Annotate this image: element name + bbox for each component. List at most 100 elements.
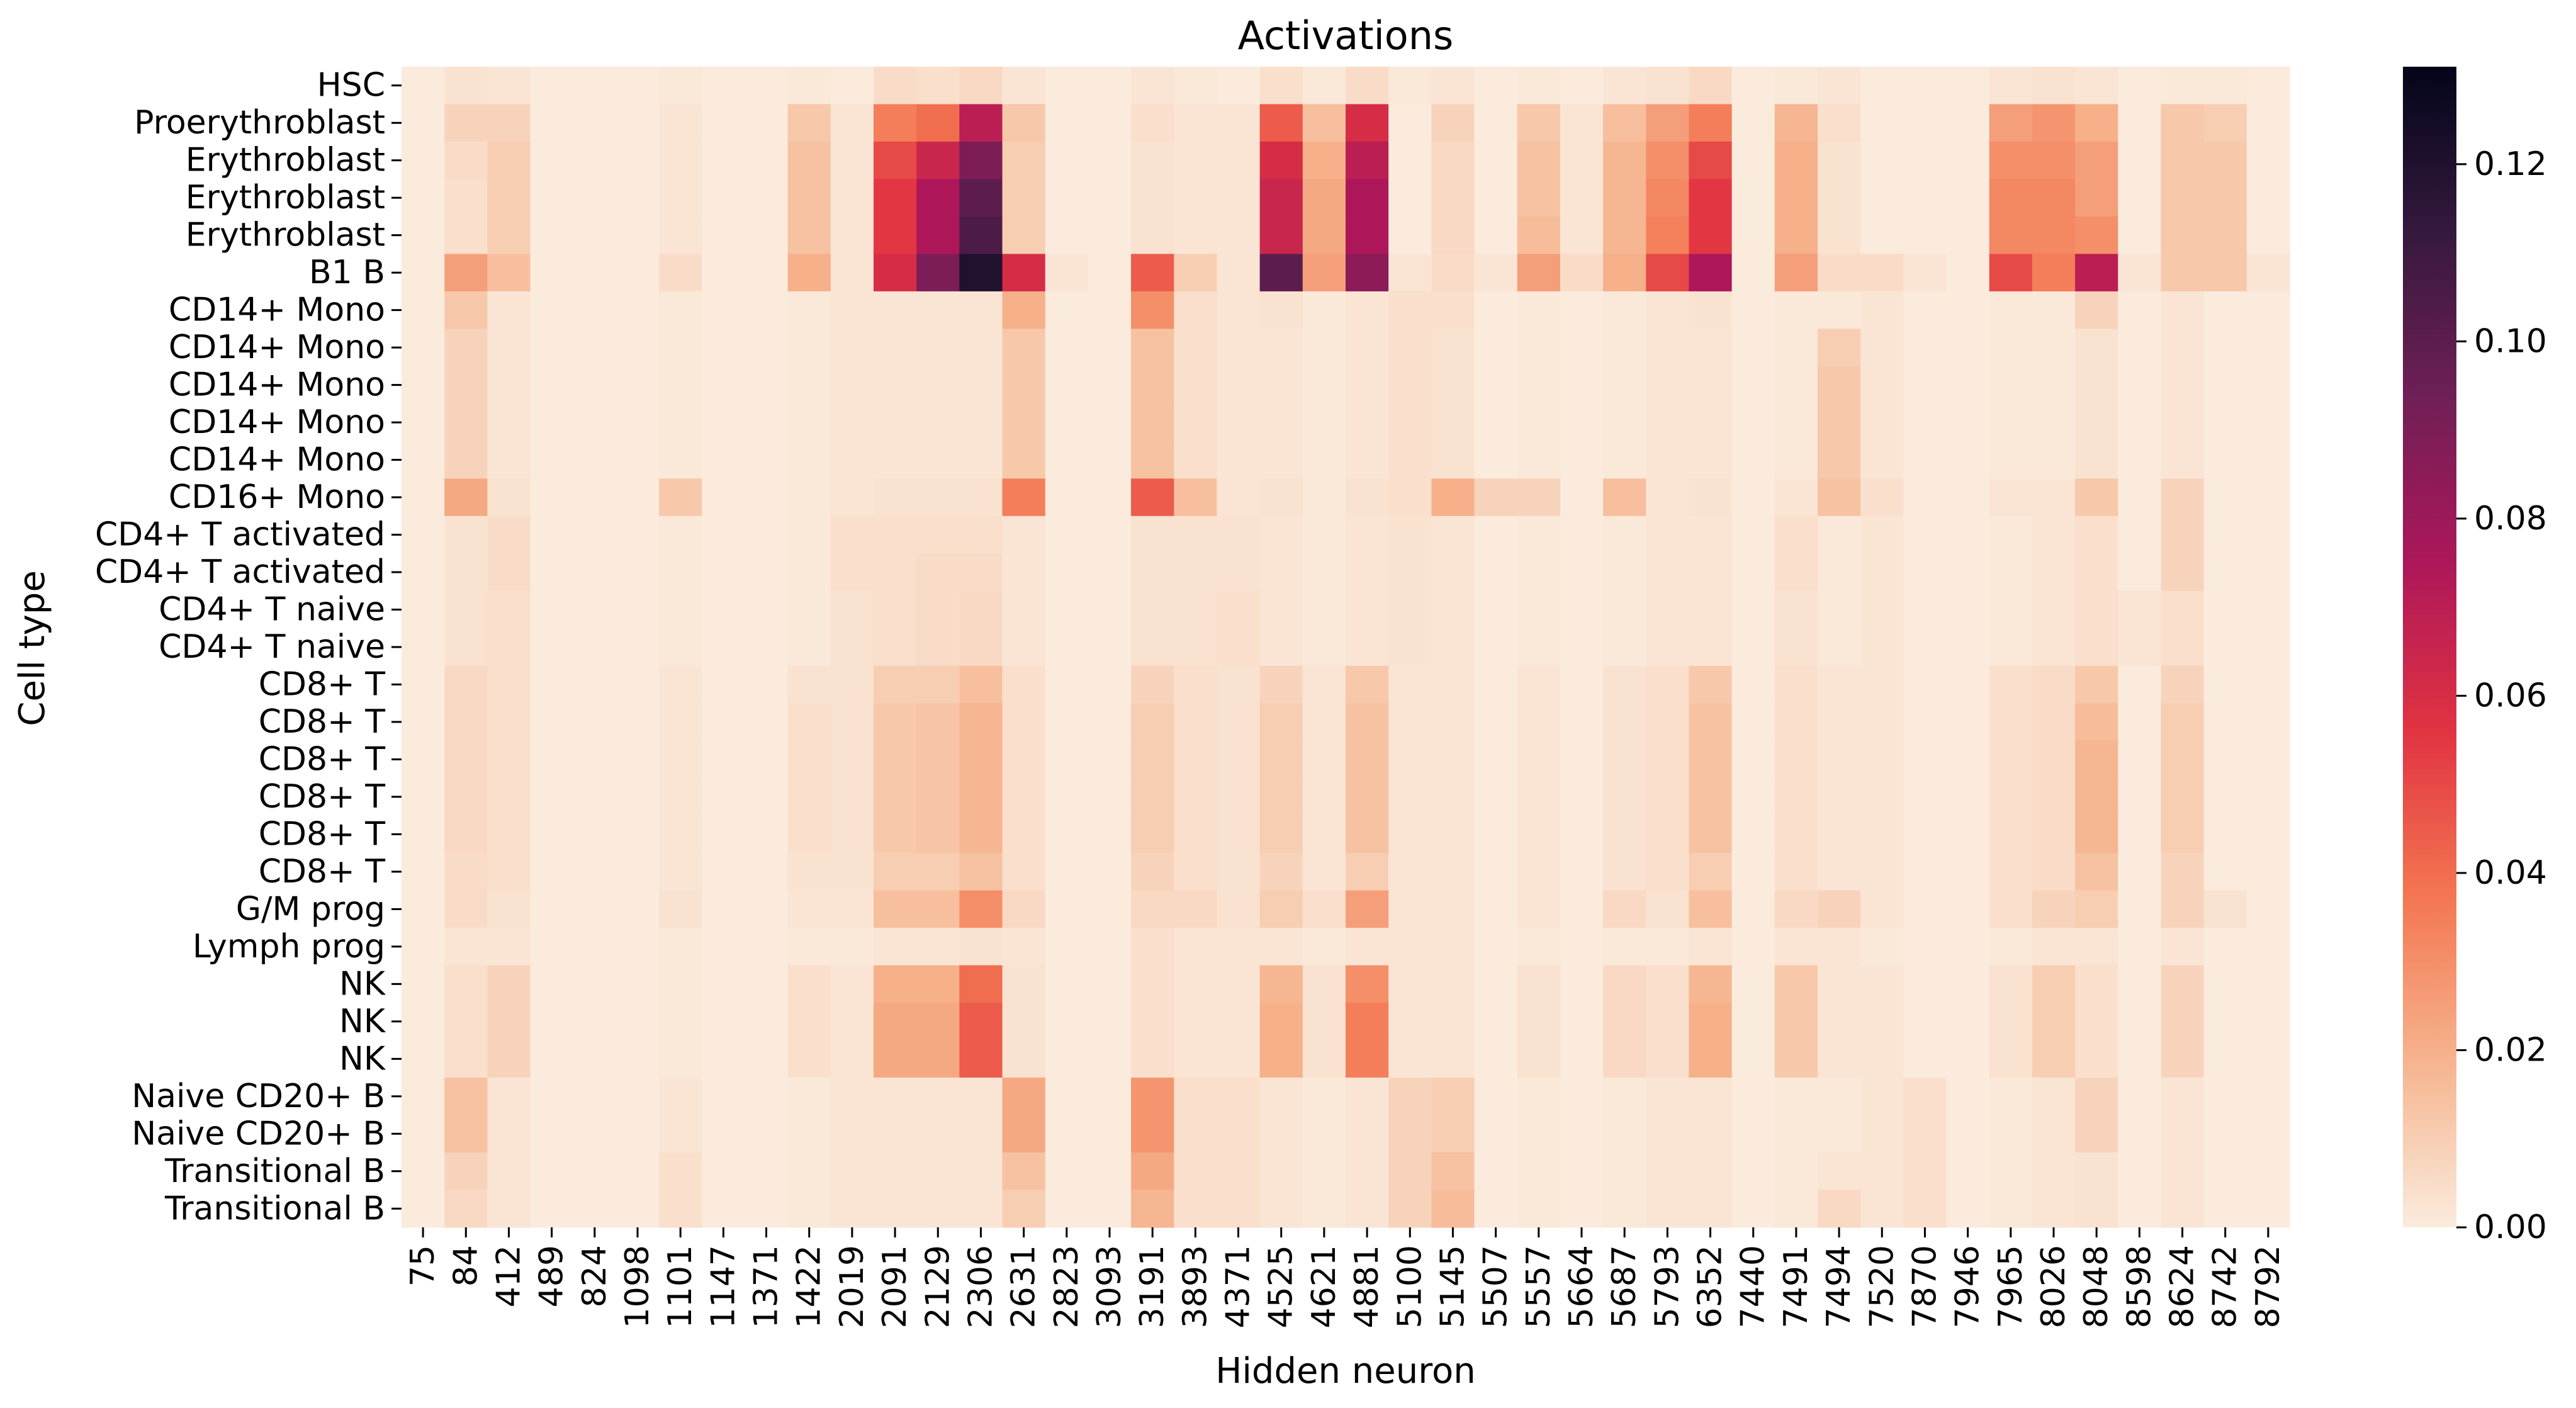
heatmap-cell (1774, 179, 1818, 217)
heatmap-cell (2032, 478, 2076, 517)
heatmap-cell (874, 740, 917, 779)
heatmap-cell (1731, 478, 1775, 517)
heatmap-cell (2075, 815, 2118, 853)
heatmap-cell (2203, 441, 2247, 479)
heatmap-cell (659, 291, 702, 329)
heatmap-cell (402, 478, 445, 517)
heatmap-cell (1302, 890, 1346, 928)
heatmap-cell (2032, 67, 2076, 105)
heatmap-cell (2203, 928, 2247, 966)
heatmap-cell (1388, 1003, 1432, 1041)
heatmap-cell (1818, 778, 1861, 816)
heatmap-cell (402, 1115, 445, 1153)
heatmap-cell (616, 890, 660, 928)
heatmap-cell (2203, 628, 2247, 667)
heatmap-cell (1774, 478, 1818, 517)
heatmap-cell (1860, 216, 1904, 255)
heatmap-cell (702, 1190, 746, 1228)
heatmap-cell (487, 478, 531, 517)
heatmap-cell (1731, 928, 1775, 966)
heatmap-cell (1689, 778, 1733, 816)
heatmap-cell (1646, 403, 1690, 442)
heatmap-cell (530, 478, 574, 517)
heatmap-cell (1474, 104, 1518, 142)
heatmap-cell (916, 403, 960, 442)
heatmap-cell (2203, 329, 2247, 367)
heatmap-cell (959, 1003, 1003, 1041)
heatmap-cell (444, 1115, 488, 1153)
heatmap-cell (874, 628, 917, 667)
heatmap-cell (444, 291, 488, 329)
heatmap-cell (702, 478, 746, 517)
heatmap-cell (1302, 478, 1346, 517)
heatmap-cell (1689, 815, 1733, 853)
heatmap-cell (1045, 441, 1089, 479)
x-tick-label: 1371 (748, 1245, 785, 1328)
heatmap-cell (959, 1190, 1003, 1228)
heatmap-cell (1517, 141, 1561, 180)
heatmap-cell (530, 67, 574, 105)
heatmap-cell (2161, 254, 2205, 292)
heatmap-cell (402, 590, 445, 629)
heatmap-cell (2246, 441, 2290, 479)
heatmap-cell (2075, 853, 2118, 891)
heatmap-cell (530, 553, 574, 592)
heatmap-cell (787, 628, 831, 667)
y-tick-label: NK (339, 1003, 386, 1040)
heatmap-cell (2032, 965, 2076, 1003)
heatmap-cell (702, 1003, 746, 1041)
heatmap-cell (1217, 254, 1261, 292)
x-tick-label: 7870 (1906, 1245, 1943, 1328)
heatmap-cell (1431, 928, 1475, 966)
heatmap-cell (787, 403, 831, 442)
heatmap-cell (1860, 1152, 1904, 1191)
heatmap-cell (1774, 815, 1818, 853)
heatmap-cell (959, 703, 1003, 741)
heatmap-cell (444, 553, 488, 592)
heatmap-cell (745, 366, 789, 404)
heatmap-cell (2246, 778, 2290, 816)
y-tick-label: CD16+ Mono (169, 478, 385, 516)
heatmap-cell (1646, 366, 1690, 404)
heatmap-cell (1346, 216, 1389, 255)
heatmap-cell (1646, 1190, 1690, 1228)
heatmap-cell (1860, 1190, 1904, 1228)
heatmap-cell (444, 1003, 488, 1041)
heatmap-cell (745, 665, 789, 704)
heatmap-cell (1474, 1003, 1518, 1041)
heatmap-cell (1474, 403, 1518, 442)
heatmap-cell (1646, 216, 1690, 255)
heatmap-cell (1517, 179, 1561, 217)
heatmap-cell (1088, 441, 1132, 479)
heatmap-cell (1818, 890, 1861, 928)
heatmap-cell (1731, 590, 1775, 629)
heatmap-cell (2161, 1115, 2205, 1153)
heatmap-cell (874, 478, 917, 517)
heatmap-cell (1131, 1115, 1174, 1153)
heatmap-cell (1474, 965, 1518, 1003)
heatmap-cell (1474, 291, 1518, 329)
heatmap-cell (874, 853, 917, 891)
heatmap-cell (1217, 928, 1261, 966)
heatmap-cell (2161, 515, 2205, 554)
heatmap-cell (1603, 1190, 1646, 1228)
heatmap-cell (1346, 778, 1389, 816)
heatmap-cell (874, 67, 917, 105)
heatmap-cell (745, 890, 789, 928)
heatmap-cell (1903, 366, 1947, 404)
y-tick-label: CD14+ Mono (169, 291, 385, 329)
heatmap-cell (1774, 890, 1818, 928)
y-tick-label: CD4+ T activated (95, 516, 385, 554)
heatmap-cell (1302, 403, 1346, 442)
heatmap-cell (2075, 329, 2118, 367)
heatmap-cell (1989, 1078, 2033, 1116)
heatmap-cell (1903, 478, 1947, 517)
heatmap-cell (2203, 141, 2247, 180)
heatmap-cell (1689, 366, 1733, 404)
heatmap-cell (1646, 254, 1690, 292)
heatmap-cell (1903, 853, 1947, 891)
y-tick-label: Transitional B (164, 1190, 385, 1227)
heatmap-cell (874, 216, 917, 255)
y-tick-label: CD14+ Mono (169, 366, 385, 404)
heatmap-cell (2203, 515, 2247, 554)
